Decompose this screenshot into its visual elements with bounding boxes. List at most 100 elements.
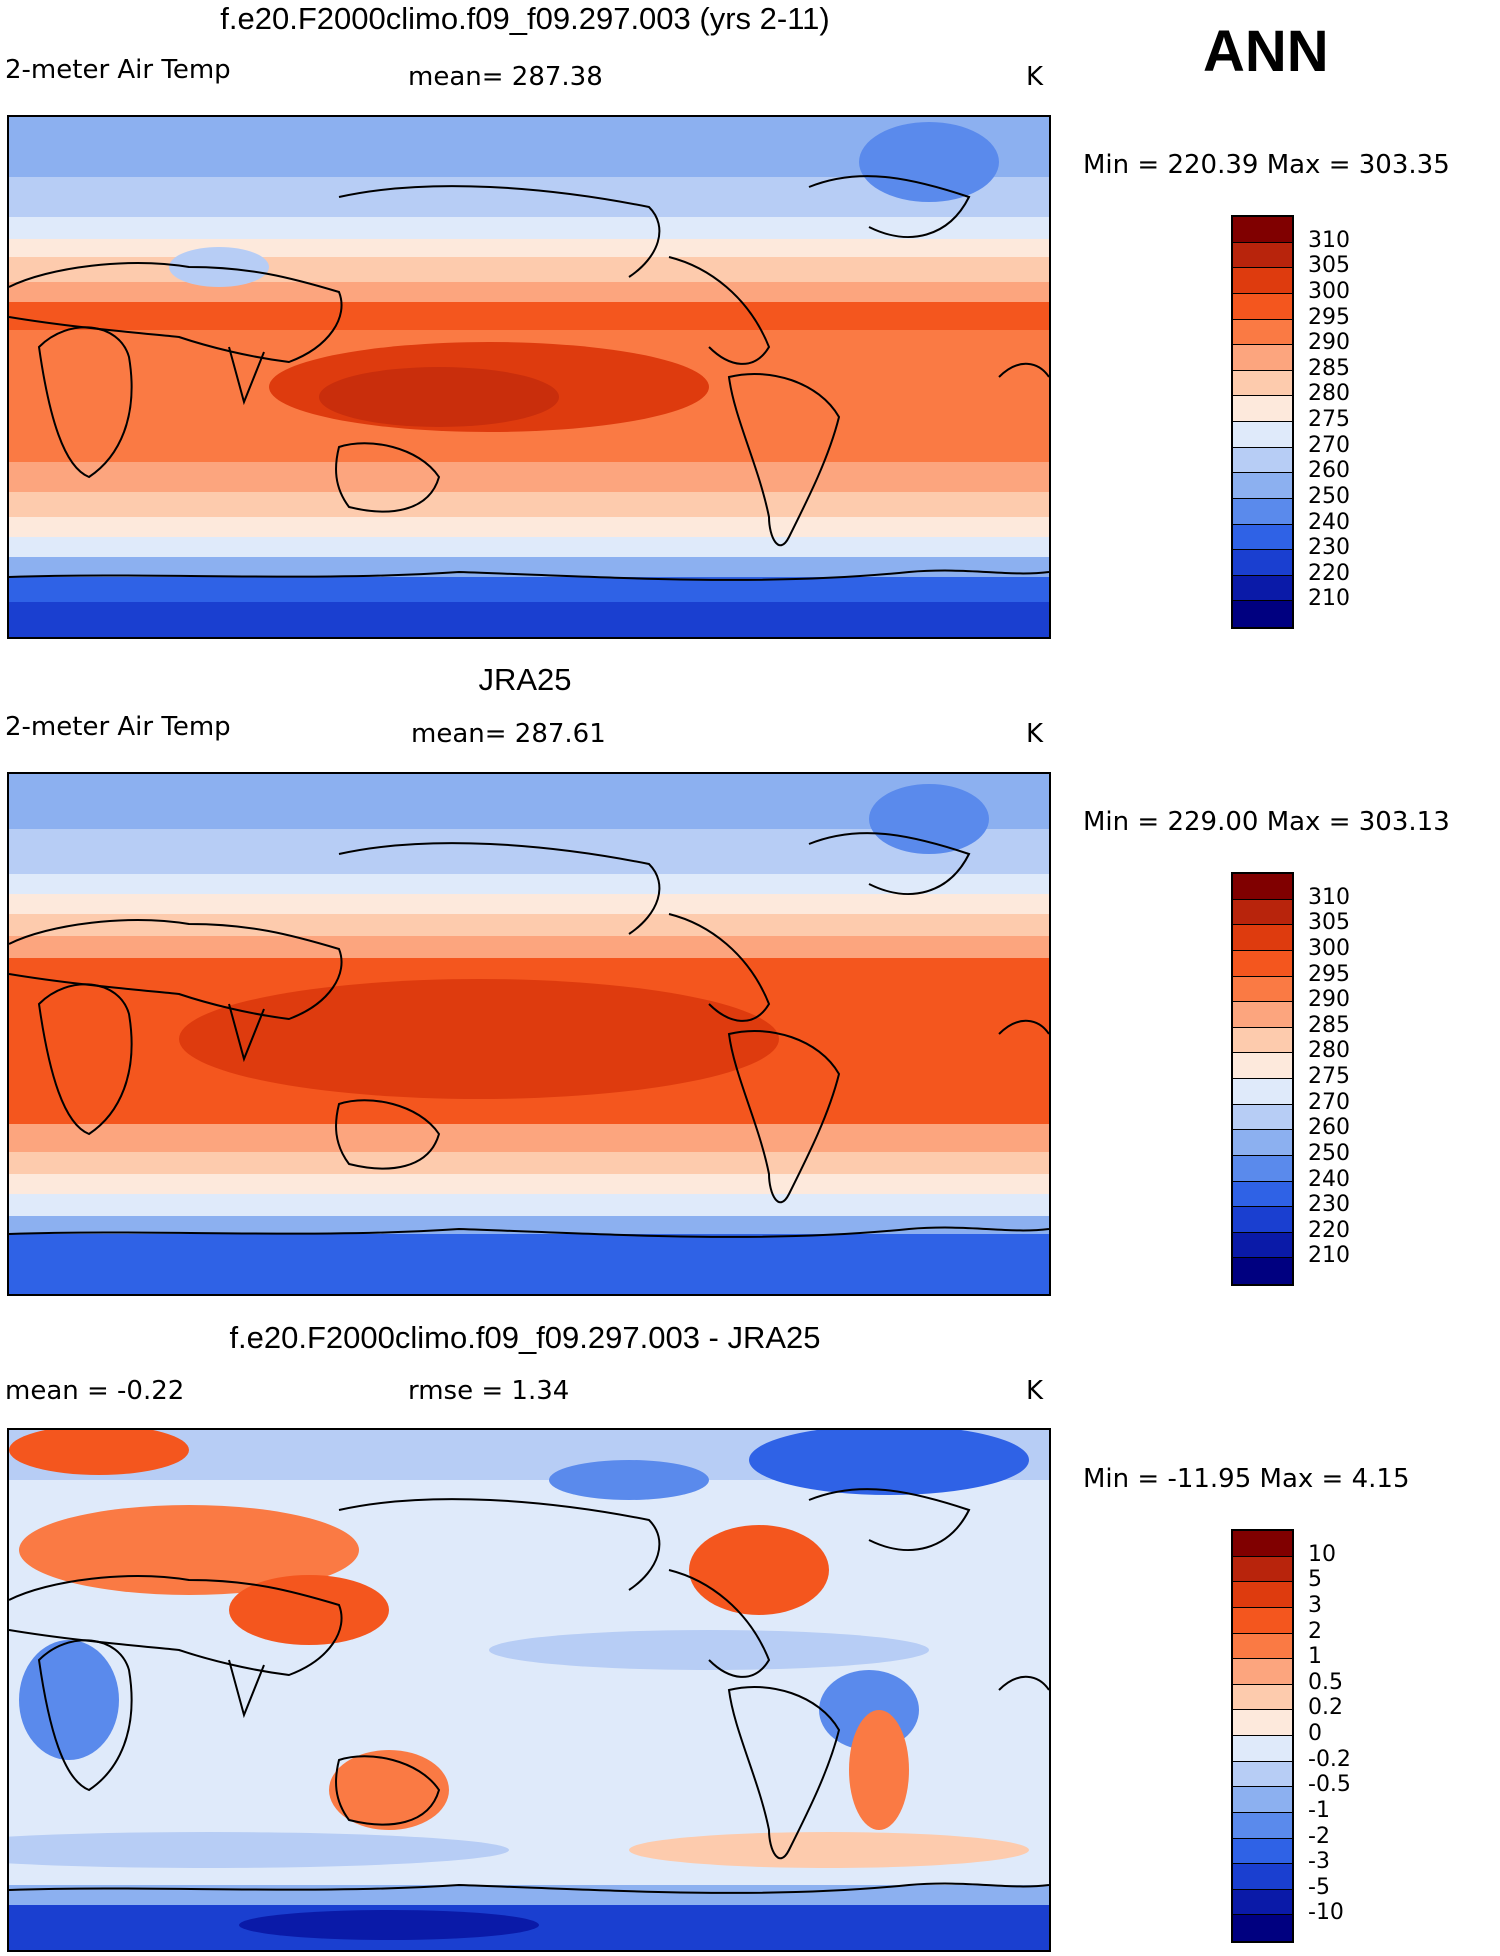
colorbar-swatch xyxy=(1233,1104,1292,1131)
colorbar-swatch xyxy=(1233,1915,1292,1941)
colorbar-tick-label: 305 xyxy=(1308,253,1350,279)
colorbar-swatch xyxy=(1233,950,1292,977)
colorbar-swatch xyxy=(1233,345,1292,371)
colorbar-tick-label: 2 xyxy=(1308,1618,1322,1644)
panel1-minmax: Min = 220.39 Max = 303.35 xyxy=(1083,150,1450,180)
colorbar-tick-label: 260 xyxy=(1308,458,1350,484)
colorbar-tick-label: 290 xyxy=(1308,987,1350,1013)
colorbar-tick-label: -2 xyxy=(1308,1823,1330,1849)
panel3-minmax: Min = -11.95 Max = 4.15 xyxy=(1083,1464,1410,1494)
colorbar-swatch xyxy=(1233,1812,1292,1839)
panel1-mean-label: mean= 287.38 xyxy=(408,62,603,92)
panel1-colorbar xyxy=(1231,215,1294,629)
colorbar-swatch xyxy=(1233,293,1292,320)
colorbar-tick-label: 5 xyxy=(1308,1567,1322,1593)
colorbar-swatch xyxy=(1233,422,1292,448)
colorbar-tick-label: 290 xyxy=(1308,330,1350,356)
colorbar-tick-label: 300 xyxy=(1308,935,1350,961)
panel1-title: f.e20.F2000climo.f09_f09.297.003 (yrs 2-… xyxy=(220,1,830,36)
colorbar-swatch xyxy=(1233,268,1292,294)
panel3-mean-label: mean = -0.22 xyxy=(5,1376,185,1406)
colorbar-tick-label: 295 xyxy=(1308,304,1350,330)
colorbar-swatch xyxy=(1233,601,1292,627)
panel2-title: JRA25 xyxy=(478,662,572,697)
panel3-title: f.e20.F2000climo.f09_f09.297.003 - JRA25 xyxy=(229,1320,821,1355)
colorbar-swatch xyxy=(1233,1838,1292,1865)
colorbar-swatch xyxy=(1233,242,1292,269)
colorbar-swatch xyxy=(1233,1556,1292,1583)
colorbar-swatch xyxy=(1233,1531,1292,1557)
colorbar-swatch xyxy=(1233,575,1292,602)
colorbar-tick-label: -10 xyxy=(1308,1900,1344,1926)
colorbar-tick-label: -1 xyxy=(1308,1797,1330,1823)
panel2-map-field xyxy=(9,774,1049,1294)
colorbar-tick-label: 275 xyxy=(1308,407,1350,432)
colorbar-tick-label: 275 xyxy=(1308,1064,1350,1089)
panel3-units-label: K xyxy=(1026,1376,1044,1406)
colorbar-tick-label: 230 xyxy=(1308,535,1350,561)
colorbar-tick-label: 3 xyxy=(1308,1592,1322,1618)
season-label: ANN xyxy=(1203,19,1329,84)
colorbar-swatch xyxy=(1233,1710,1292,1736)
colorbar-tick-label: -3 xyxy=(1308,1849,1330,1875)
colorbar-tick-label: 260 xyxy=(1308,1115,1350,1141)
colorbar-swatch xyxy=(1233,1864,1292,1890)
colorbar-tick-label: 285 xyxy=(1308,1012,1350,1038)
colorbar-swatch xyxy=(1233,1889,1292,1916)
colorbar-swatch xyxy=(1233,319,1292,346)
colorbar-tick-label: 210 xyxy=(1308,586,1350,612)
colorbar-tick-label: 220 xyxy=(1308,1217,1350,1243)
colorbar-tick-label: 280 xyxy=(1308,381,1350,407)
panel1-map-field xyxy=(9,117,1049,637)
colorbar-tick-label: 0 xyxy=(1308,1721,1322,1746)
colorbar-swatch xyxy=(1233,925,1292,951)
panel3-map-field xyxy=(9,1430,1049,1950)
colorbar-tick-label: -0.5 xyxy=(1308,1772,1351,1798)
colorbar-swatch xyxy=(1233,370,1292,397)
colorbar-tick-label: -5 xyxy=(1308,1874,1330,1900)
colorbar-swatch xyxy=(1233,1181,1292,1208)
colorbar-swatch xyxy=(1233,1582,1292,1608)
colorbar-tick-label: 0.2 xyxy=(1308,1695,1343,1721)
colorbar-swatch xyxy=(1233,1787,1292,1813)
colorbar-tick-label: 310 xyxy=(1308,227,1350,253)
colorbar-swatch xyxy=(1233,1155,1292,1182)
colorbar-swatch xyxy=(1233,1659,1292,1685)
colorbar-tick-label: 240 xyxy=(1308,1166,1350,1192)
colorbar-swatch xyxy=(1233,498,1292,525)
colorbar-tick-label: 270 xyxy=(1308,432,1350,458)
colorbar-swatch xyxy=(1233,1258,1292,1284)
colorbar-tick-label: 285 xyxy=(1308,355,1350,381)
panel3-map xyxy=(7,1428,1051,1952)
colorbar-swatch xyxy=(1233,899,1292,926)
colorbar-tick-label: 310 xyxy=(1308,884,1350,910)
colorbar-swatch xyxy=(1233,976,1292,1003)
colorbar-swatch xyxy=(1233,1002,1292,1028)
colorbar-swatch xyxy=(1233,217,1292,243)
panel2-variable-label: 2-meter Air Temp xyxy=(5,712,231,742)
panel3-rmse-label: rmse = 1.34 xyxy=(408,1376,570,1406)
panel1-variable-label: 2-meter Air Temp xyxy=(5,55,231,85)
colorbar-swatch xyxy=(1233,1027,1292,1054)
colorbar-swatch xyxy=(1233,524,1292,551)
colorbar-swatch xyxy=(1233,1736,1292,1762)
colorbar-tick-label: 230 xyxy=(1308,1192,1350,1218)
colorbar-tick-label: 295 xyxy=(1308,961,1350,987)
colorbar-tick-label: 210 xyxy=(1308,1243,1350,1269)
colorbar-swatch xyxy=(1233,1684,1292,1711)
colorbar-swatch xyxy=(1233,1607,1292,1634)
colorbar-tick-label: 300 xyxy=(1308,278,1350,304)
colorbar-swatch xyxy=(1233,1053,1292,1079)
colorbar-tick-label: 220 xyxy=(1308,560,1350,586)
colorbar-tick-label: 305 xyxy=(1308,910,1350,936)
panel2-units-label: K xyxy=(1026,719,1044,749)
colorbar-swatch xyxy=(1233,1761,1292,1788)
colorbar-swatch xyxy=(1233,473,1292,499)
panel2-map xyxy=(7,772,1051,1296)
colorbar-swatch xyxy=(1233,1633,1292,1660)
panel1-units-label: K xyxy=(1026,62,1044,92)
colorbar-swatch xyxy=(1233,550,1292,576)
colorbar-tick-label: 1 xyxy=(1308,1644,1322,1670)
panel3-colorbar xyxy=(1231,1529,1294,1943)
panel2-mean-label: mean= 287.61 xyxy=(411,719,606,749)
